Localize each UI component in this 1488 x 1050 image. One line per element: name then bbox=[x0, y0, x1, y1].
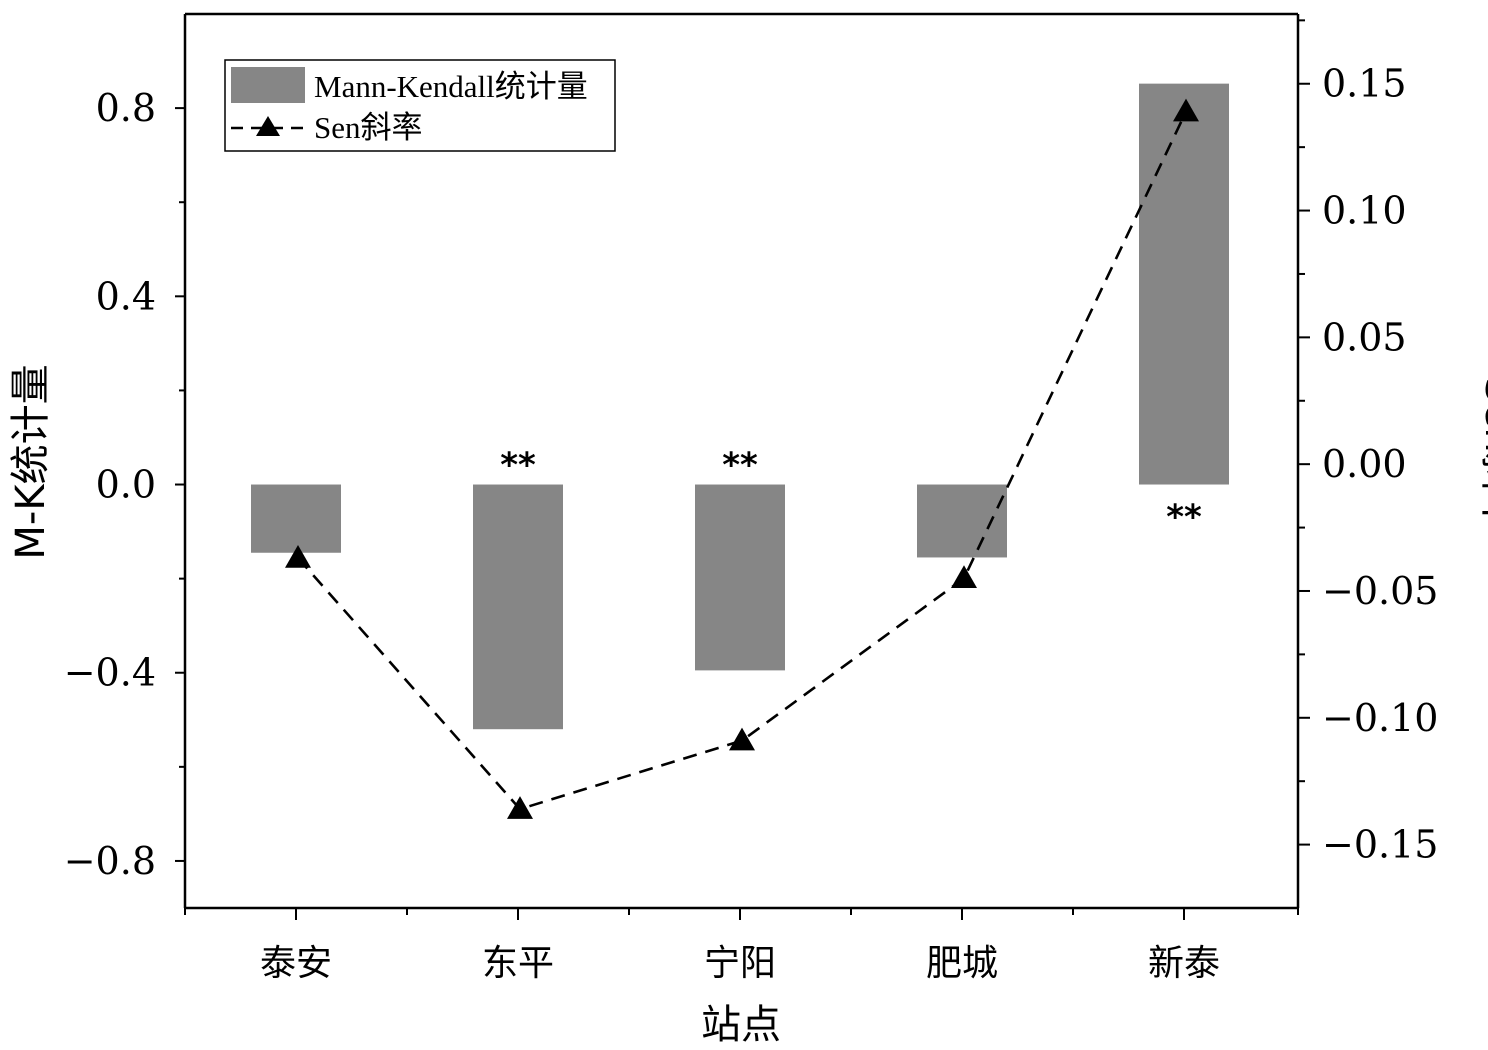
significance-layer: ** ** ** bbox=[500, 446, 1202, 538]
category-label-2: 宁阳 bbox=[704, 943, 776, 984]
sen-line bbox=[297, 111, 1188, 811]
axis-titles: 站点 M-K统计量 Sen斜率 bbox=[8, 364, 1488, 1048]
right-tick-label: 0.10 bbox=[1322, 189, 1407, 233]
sen-line-layer bbox=[285, 98, 1199, 819]
y-right-axis-title: Sen斜率 bbox=[1476, 377, 1488, 532]
right-tick-label: −0.10 bbox=[1322, 696, 1438, 740]
axes-layer: 0.8 0.4 0.0 −0.4 −0.8 0.15 0.10 0.05 0.00 −0.05 −0… bbox=[64, 12, 1438, 984]
legend-bar-swatch bbox=[231, 67, 305, 103]
x-axis-title: 站点 bbox=[701, 1002, 781, 1048]
left-tick-label: −0.4 bbox=[64, 651, 156, 695]
legend-bar-label: Mann-Kendall统计量 bbox=[314, 69, 588, 104]
sen-point-1 bbox=[507, 796, 533, 819]
bars-layer bbox=[251, 83, 1229, 730]
right-tick-label: 0.15 bbox=[1322, 62, 1407, 106]
right-tick-label: 0.05 bbox=[1322, 315, 1407, 359]
bar-2 bbox=[695, 484, 785, 671]
right-tick-label: −0.15 bbox=[1322, 823, 1438, 867]
category-label-0: 泰安 bbox=[260, 943, 332, 984]
legend-triangle-icon bbox=[256, 116, 280, 136]
y-left-axis-title: M-K统计量 bbox=[8, 364, 54, 559]
significance-label-4: ** bbox=[1166, 498, 1202, 538]
bar-1 bbox=[473, 484, 563, 730]
legend-line-label: Sen斜率 bbox=[314, 110, 423, 145]
category-label-3: 肥城 bbox=[926, 943, 998, 984]
right-tick-label: −0.05 bbox=[1322, 569, 1438, 613]
left-tick-label: 0.4 bbox=[96, 274, 156, 318]
left-tick-label: −0.8 bbox=[64, 839, 156, 883]
sen-point-2 bbox=[729, 727, 755, 751]
sen-point-4 bbox=[1173, 98, 1199, 122]
bar-4 bbox=[1139, 83, 1229, 485]
category-label-1: 东平 bbox=[482, 943, 554, 984]
legend: Mann-Kendall统计量 Sen斜率 bbox=[224, 59, 616, 152]
bar-0 bbox=[251, 484, 341, 553]
significance-label-2: ** bbox=[722, 446, 758, 486]
significance-label-1: ** bbox=[500, 446, 536, 486]
left-tick-label: 0.0 bbox=[96, 463, 156, 507]
category-label-4: 新泰 bbox=[1148, 943, 1220, 984]
left-tick-label: 0.8 bbox=[96, 86, 156, 130]
sen-point-0 bbox=[285, 545, 311, 568]
right-tick-label: 0.00 bbox=[1322, 442, 1407, 486]
bar-3 bbox=[917, 484, 1007, 558]
sen-point-3 bbox=[951, 565, 977, 589]
